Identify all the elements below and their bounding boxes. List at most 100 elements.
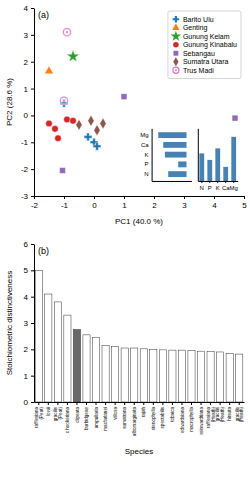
tick: gracilis(Heath) — [235, 402, 245, 422]
tick-label: 0 — [92, 201, 97, 210]
tick: 5 — [242, 196, 247, 210]
tick-label: -2 — [21, 165, 29, 174]
point — [60, 168, 66, 174]
tick-label-line: reinwardtiana — [199, 407, 204, 435]
tick-mark — [31, 323, 34, 324]
legend-label: Sebangau — [183, 50, 215, 58]
tick-label: 5 — [242, 201, 247, 210]
tick-mark — [184, 196, 185, 199]
legend: Barito UluGentingGunung KelamGunung Kina… — [168, 11, 241, 79]
tick: sumatrana — [122, 402, 127, 429]
tick-mark — [57, 402, 58, 405]
tick-label: 2 — [24, 345, 29, 354]
point — [52, 126, 59, 133]
tick: P — [208, 181, 212, 191]
tick-label: hirsuta — [227, 407, 232, 421]
tick-label-line: macfarlanei — [103, 407, 108, 431]
tick-label-line: hirsuta — [227, 407, 232, 421]
point — [88, 115, 94, 126]
axis: NPKCaMg — [198, 181, 238, 191]
tick-label-line: (Peat) — [39, 407, 44, 420]
series — [60, 99, 101, 150]
point — [67, 50, 80, 62]
tick-mark — [225, 181, 226, 183]
tick-label: 1 — [24, 85, 29, 94]
tick-label: N — [200, 185, 204, 191]
panel-title: (a) — [38, 10, 49, 20]
axis-line — [152, 129, 153, 182]
bar — [121, 348, 128, 402]
tick: 3 — [24, 319, 34, 328]
bar — [73, 330, 80, 402]
point — [60, 96, 69, 105]
tick: -2 — [21, 165, 34, 174]
tick: -1 — [61, 196, 69, 210]
tick: 0 — [24, 398, 34, 407]
tick-mark — [220, 402, 221, 405]
tick-mark — [31, 8, 34, 9]
tick: 4 — [24, 4, 34, 13]
tick-mark — [191, 402, 192, 405]
tick-label-line: spectabilis — [160, 406, 165, 428]
axis: -3-2-101234 — [21, 4, 35, 201]
point — [100, 118, 106, 129]
bar — [223, 167, 228, 181]
tick-mark — [214, 196, 215, 199]
bar — [54, 302, 61, 402]
tick-label: stenophylla — [151, 407, 156, 431]
legend-marker — [173, 51, 178, 56]
tick-label: P — [208, 185, 212, 191]
tick-mark — [31, 402, 34, 403]
series — [60, 28, 72, 105]
tick-label: lowii — [46, 407, 51, 416]
series — [76, 115, 106, 135]
tick-label: 4 — [24, 4, 29, 13]
tick: macrophylla — [189, 402, 194, 432]
tick-label: rafflesiana(Peat) — [34, 407, 44, 429]
tick-label: 5 — [24, 266, 29, 275]
tick-mark — [67, 402, 68, 405]
tick-label: 0 — [24, 111, 29, 120]
tick-mark — [31, 376, 34, 377]
axis-line — [198, 181, 238, 182]
bar — [131, 348, 138, 402]
bar — [207, 160, 212, 181]
tick: Ca — [141, 142, 152, 148]
bar — [165, 152, 187, 158]
tick-label: 4 — [24, 293, 29, 302]
tick: spectabilis — [160, 402, 165, 428]
tick-label: 3 — [24, 319, 29, 328]
axis-line — [35, 196, 245, 197]
tick-mark — [31, 142, 34, 143]
tick: reinwardtiana — [199, 402, 204, 435]
tick: K — [145, 152, 152, 158]
tick-mark — [31, 270, 34, 271]
bar — [163, 142, 186, 148]
panel-title: (b) — [38, 246, 49, 256]
point — [70, 118, 77, 125]
tick: 4 — [24, 293, 34, 302]
tick-label-line: rajah — [141, 407, 146, 418]
bar — [150, 349, 157, 402]
tick-mark — [31, 89, 34, 90]
bar — [231, 137, 236, 181]
tick-mark — [31, 35, 34, 36]
axis: rafflesiana(Peat)lowiigracilis(Peat)x ho… — [34, 402, 244, 436]
axis — [152, 181, 192, 182]
tick-label: macrophylla — [189, 407, 194, 432]
point — [232, 115, 238, 121]
tick: rafflesiana(Heath) — [206, 402, 216, 428]
bars — [199, 137, 236, 181]
tick-label-line: (Peat) — [58, 407, 63, 420]
tick-mark — [86, 402, 87, 405]
tick-mark — [143, 402, 144, 405]
tick-label: villosa — [113, 407, 118, 420]
tick-mark — [124, 196, 125, 199]
bar — [207, 351, 214, 402]
tick-label: K — [145, 152, 149, 158]
tick-label-line: x hookeriana — [65, 407, 70, 434]
bars — [158, 132, 186, 177]
tick-label: spectabilis — [160, 406, 165, 428]
tick-label: albomarginata — [132, 407, 137, 437]
bar — [102, 345, 109, 402]
